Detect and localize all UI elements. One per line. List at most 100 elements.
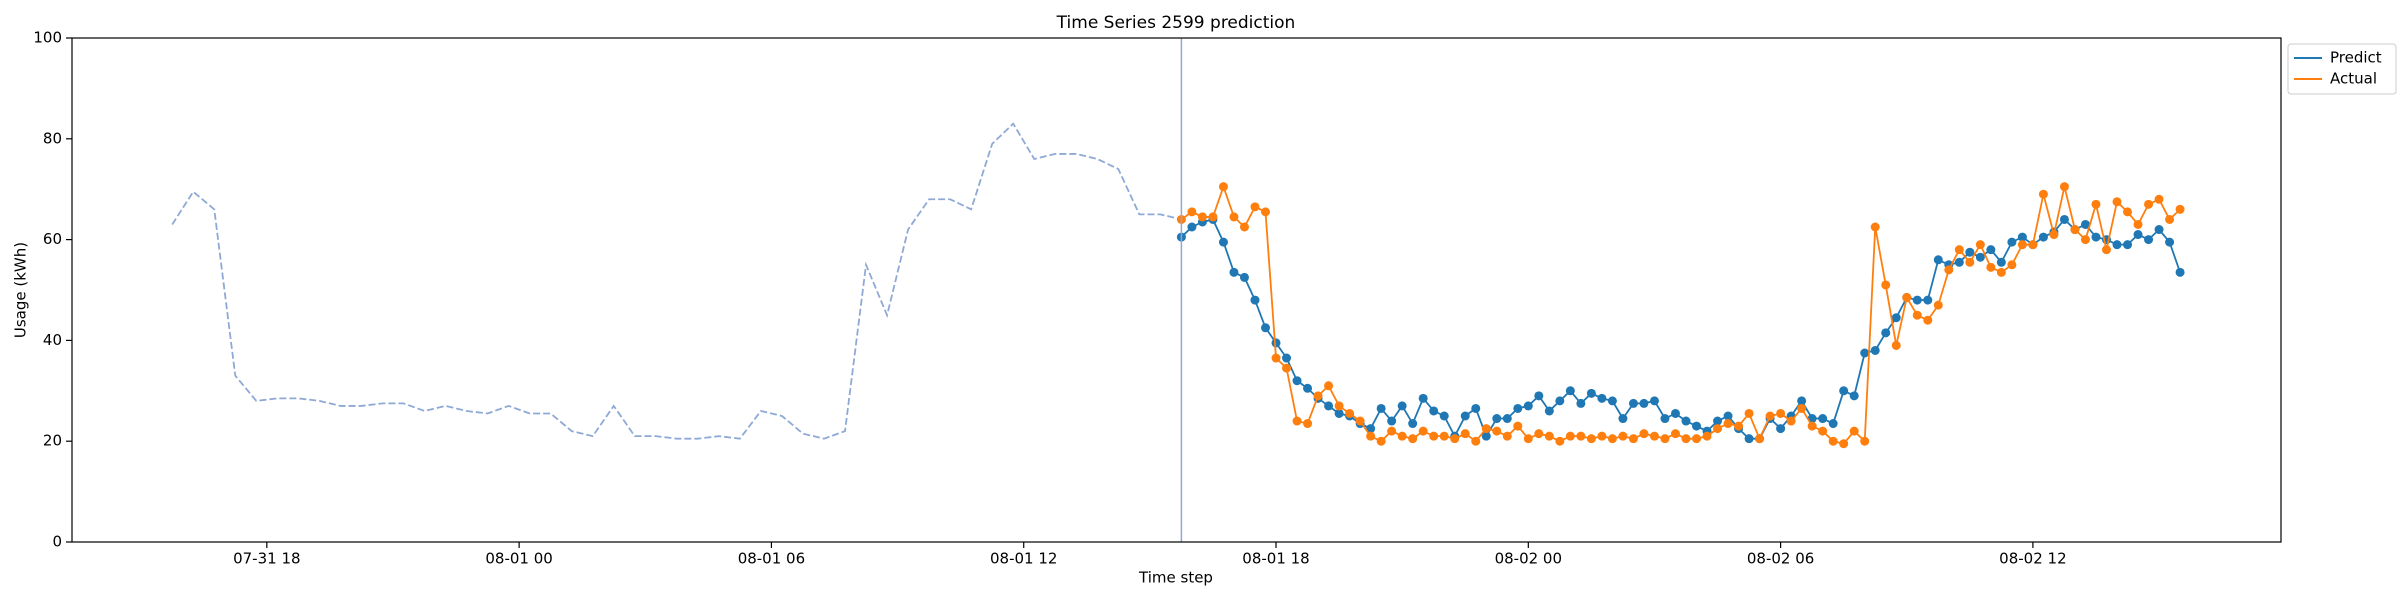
data-point xyxy=(1523,434,1533,444)
data-point xyxy=(1891,340,1901,350)
data-point xyxy=(1576,431,1586,441)
data-point xyxy=(1208,212,1218,222)
data-point xyxy=(1597,393,1607,403)
data-point xyxy=(1986,245,1996,255)
data-point xyxy=(2091,232,2101,242)
data-point xyxy=(1471,403,1481,413)
data-point xyxy=(1576,398,1586,408)
data-point xyxy=(1345,408,1355,418)
data-point xyxy=(1197,212,1207,222)
data-point xyxy=(2070,225,2080,235)
data-point xyxy=(2059,214,2069,224)
data-point xyxy=(1565,386,1575,396)
data-point xyxy=(1660,434,1670,444)
data-point xyxy=(1481,424,1491,434)
data-point xyxy=(1891,313,1901,323)
data-point xyxy=(1513,403,1523,413)
data-point xyxy=(1923,295,1933,305)
data-point xyxy=(1797,403,1807,413)
data-point xyxy=(2175,267,2185,277)
data-point xyxy=(1923,315,1933,325)
data-point xyxy=(1513,421,1523,431)
y-axis-label: Usage (kWh) xyxy=(12,242,30,338)
data-point xyxy=(1492,426,1502,436)
data-point xyxy=(2154,225,2164,235)
x-tick-label: 07-31 18 xyxy=(233,550,300,568)
data-point xyxy=(1776,408,1786,418)
data-point xyxy=(1618,414,1628,424)
data-point xyxy=(1187,222,1197,232)
data-point xyxy=(1692,434,1702,444)
data-point xyxy=(1807,421,1817,431)
data-point xyxy=(1912,310,1922,320)
data-point xyxy=(1313,391,1323,401)
data-point xyxy=(1460,429,1470,439)
data-point xyxy=(1660,414,1670,424)
data-point xyxy=(2144,235,2154,245)
data-point xyxy=(1261,323,1271,333)
data-point xyxy=(1586,388,1596,398)
data-point xyxy=(1744,408,1754,418)
data-point xyxy=(1408,434,1418,444)
data-point xyxy=(1502,414,1512,424)
data-point xyxy=(1670,429,1680,439)
data-point xyxy=(2165,237,2175,247)
data-point xyxy=(1460,411,1470,421)
data-point xyxy=(1450,434,1460,444)
data-point xyxy=(1355,416,1365,426)
data-point xyxy=(1933,255,1943,265)
y-tick-label: 60 xyxy=(43,230,62,248)
data-point xyxy=(1828,419,1838,429)
data-point xyxy=(1933,300,1943,310)
data-point xyxy=(1797,396,1807,406)
data-point xyxy=(2080,219,2090,229)
data-point xyxy=(1818,414,1828,424)
data-point xyxy=(1282,353,1292,363)
legend-label: Predict xyxy=(2330,49,2382,67)
data-point xyxy=(1387,426,1397,436)
data-point xyxy=(1366,431,1376,441)
data-point xyxy=(1324,381,1334,391)
data-point xyxy=(1786,416,1796,426)
data-point xyxy=(2165,214,2175,224)
data-point xyxy=(1397,431,1407,441)
data-point xyxy=(1723,411,1733,421)
y-tick-label: 80 xyxy=(43,129,62,147)
data-point xyxy=(1376,436,1386,446)
y-tick-label: 0 xyxy=(52,533,62,551)
data-point xyxy=(1544,406,1554,416)
data-point xyxy=(1849,391,1859,401)
data-point xyxy=(1187,207,1197,217)
data-point xyxy=(1996,257,2006,267)
data-point xyxy=(1597,431,1607,441)
data-point xyxy=(2028,240,2038,250)
data-point xyxy=(1544,431,1554,441)
x-tick-label: 08-01 18 xyxy=(1242,550,1309,568)
data-point xyxy=(1292,376,1302,386)
data-point xyxy=(2080,235,2090,245)
data-point xyxy=(2112,197,2122,207)
data-point xyxy=(1429,406,1439,416)
data-point xyxy=(1744,434,1754,444)
data-point xyxy=(1324,401,1334,411)
data-point xyxy=(1429,431,1439,441)
data-point xyxy=(1334,408,1344,418)
data-point xyxy=(1912,295,1922,305)
data-point xyxy=(2059,182,2069,192)
data-point xyxy=(1376,403,1386,413)
data-point xyxy=(2123,207,2133,217)
series-line xyxy=(171,122,1182,440)
data-point xyxy=(2007,237,2017,247)
data-point xyxy=(1607,396,1617,406)
data-point xyxy=(1555,396,1565,406)
data-point xyxy=(1681,434,1691,444)
data-point xyxy=(1250,295,1260,305)
data-point xyxy=(1618,431,1628,441)
data-point xyxy=(1366,424,1376,434)
data-point xyxy=(1502,431,1512,441)
data-point xyxy=(1965,247,1975,257)
data-point xyxy=(1996,267,2006,277)
data-point xyxy=(1702,431,1712,441)
data-point xyxy=(1881,280,1891,290)
data-point xyxy=(1481,431,1491,441)
